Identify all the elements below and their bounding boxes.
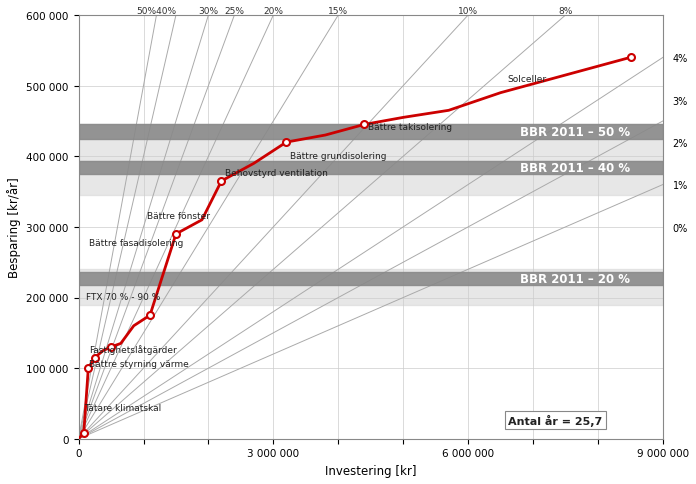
Text: Behovstyrd ventilation: Behovstyrd ventilation <box>225 169 328 178</box>
Text: 30%: 30% <box>198 7 219 16</box>
Y-axis label: Besparing [kr/år]: Besparing [kr/år] <box>7 177 21 278</box>
Text: Bättre takisolering: Bättre takisolering <box>367 123 452 132</box>
Text: Bättre fasadisolering: Bättre fasadisolering <box>89 238 183 247</box>
Text: Fastighetslåtgärder: Fastighetslåtgärder <box>89 345 177 354</box>
Bar <box>79 162 663 196</box>
Text: 8%: 8% <box>558 7 573 16</box>
Text: 20%: 20% <box>263 7 283 16</box>
Bar <box>79 270 663 305</box>
Text: BBR 2011 – 50 %: BBR 2011 – 50 % <box>520 126 630 139</box>
Text: 10%: 10% <box>458 7 478 16</box>
Text: 25%: 25% <box>224 7 244 16</box>
Text: FTX 70 % - 90 %: FTX 70 % - 90 % <box>86 292 160 302</box>
Bar <box>79 125 663 139</box>
Text: 15%: 15% <box>329 7 349 16</box>
Text: Tätare klimatskal: Tätare klimatskal <box>84 403 161 412</box>
Text: BBR 2011 – 40 %: BBR 2011 – 40 % <box>520 162 630 175</box>
Bar <box>79 162 663 175</box>
X-axis label: Investering [kr]: Investering [kr] <box>325 464 416 477</box>
Text: Bättre styrning värme: Bättre styrning värme <box>89 360 189 368</box>
Text: 50%40%: 50%40% <box>136 7 177 16</box>
Text: Bättre grundisolering: Bättre grundisolering <box>290 151 386 160</box>
Text: Bättre fönster: Bättre fönster <box>147 212 209 220</box>
Text: Solceller: Solceller <box>507 76 546 84</box>
Bar <box>79 125 663 162</box>
Bar <box>79 272 663 285</box>
Text: BBR 2011 – 20 %: BBR 2011 – 20 % <box>520 272 630 286</box>
Text: Antal år = 25,7: Antal år = 25,7 <box>508 414 602 426</box>
